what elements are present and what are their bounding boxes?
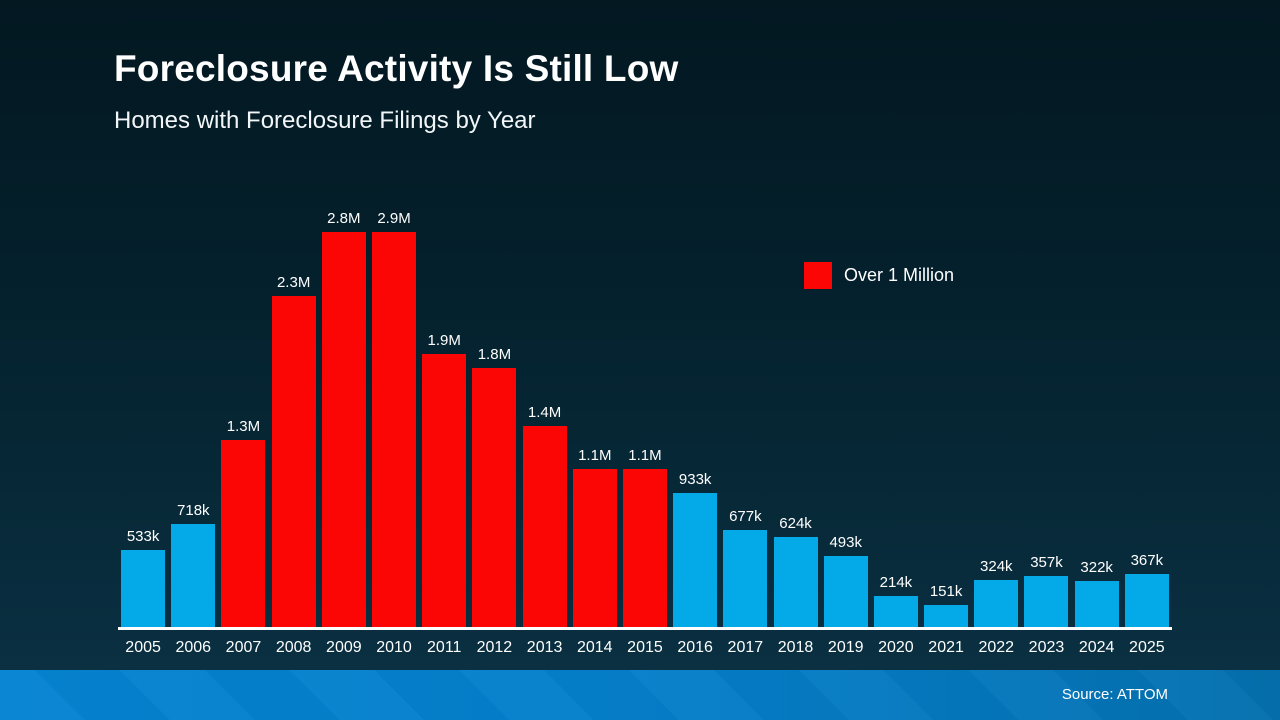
- bar-group-2013: 1.4M: [520, 210, 570, 627]
- bar-value-label-2008: 2.3M: [276, 274, 311, 291]
- bar-value-label-2013: 1.4M: [527, 404, 562, 421]
- bar-2018: [773, 537, 818, 627]
- x-axis-label-2016: 2016: [677, 639, 713, 656]
- bar-value-label-2017: 677k: [729, 508, 762, 525]
- x-axis-label-2019: 2019: [827, 639, 864, 656]
- bar-group-2010: 2.9M: [369, 210, 419, 627]
- x-axis-line: [118, 627, 1172, 630]
- bar-2021: [924, 605, 969, 627]
- x-axis-label-2005: 2005: [125, 639, 161, 656]
- bar-group-2012: 1.8M: [469, 210, 519, 627]
- bar-value-label-2009: 2.8M: [327, 210, 361, 227]
- x-axis-label-2024: 2024: [1078, 639, 1115, 656]
- x-axis-label-2012: 2012: [476, 639, 513, 656]
- bar-value-label-2019: 493k: [829, 534, 862, 551]
- bar-2007: [221, 440, 266, 627]
- bar-group-2009: 2.8M: [319, 210, 369, 627]
- bar-2005: [121, 550, 166, 627]
- x-axis-label-2014: 2014: [576, 639, 613, 656]
- bar-value-label-2016: 933k: [678, 471, 712, 488]
- bar-2022: [974, 580, 1019, 627]
- chart-legend: Over 1 Million: [804, 262, 954, 289]
- bar-2013: [522, 426, 567, 627]
- bar-value-label-2010: 2.9M: [377, 210, 411, 227]
- bar-2020: [873, 596, 918, 627]
- bar-value-label-2006: 718k: [177, 502, 210, 519]
- bar-group-2014: 1.1M: [570, 210, 620, 627]
- bar-value-label-2018: 624k: [779, 515, 812, 532]
- bar-group-2007: 1.3M: [218, 210, 268, 627]
- page-title: Foreclosure Activity Is Still Low: [114, 48, 679, 89]
- bar-group-2015: 1.1M: [620, 210, 670, 627]
- x-axis-label-2025: 2025: [1129, 639, 1165, 656]
- x-axis-label-2010: 2010: [376, 639, 412, 656]
- bar-value-label-2022: 324k: [980, 558, 1013, 575]
- bar-2008: [271, 296, 316, 627]
- bar-value-label-2024: 322k: [1080, 559, 1113, 576]
- x-axis-label-2017: 2017: [727, 639, 764, 656]
- bar-value-label-2021: 151k: [929, 583, 963, 600]
- bar-2024: [1074, 581, 1119, 627]
- x-axis-label-2022: 2022: [978, 639, 1015, 656]
- bar-2023: [1024, 576, 1069, 627]
- bar-2009: [321, 232, 366, 627]
- x-axis-labels-row: 2005 2006 2007 2008 2009 2010 2011 2012 2013 2014…: [118, 630, 1172, 657]
- bar-value-label-2025: 367k: [1130, 552, 1164, 569]
- footer-band: Source: ATTOM: [0, 670, 1280, 720]
- bar-group-2020: 214k: [871, 210, 921, 627]
- bar-value-label-2023: 357k: [1030, 554, 1063, 571]
- bar-group-2023: 357k: [1021, 210, 1071, 627]
- legend-red-swatch: [804, 262, 832, 289]
- bar-group-2025: 367k: [1122, 210, 1172, 627]
- bar-value-label-2014: 1.1M: [578, 447, 612, 464]
- bar-2015: [622, 469, 667, 627]
- bar-group-2011: 1.9M: [419, 210, 469, 627]
- bar-2014: [572, 469, 617, 627]
- x-axis-label-2018: 2018: [777, 639, 814, 656]
- bar-2010: [372, 232, 417, 627]
- bar-group-2022: 324k: [971, 210, 1021, 627]
- x-axis-label-2013: 2013: [526, 639, 563, 656]
- legend-label: Over 1 Million: [844, 265, 955, 285]
- bar-group-2021: 151k: [921, 210, 971, 627]
- bar-group-2018: 624k: [770, 210, 820, 627]
- bar-2019: [823, 556, 868, 627]
- bar-value-label-2020: 214k: [879, 574, 913, 591]
- x-axis-label-2007: 2007: [225, 639, 262, 656]
- bar-group-2006: 718k: [168, 210, 218, 627]
- bar-value-label-2005: 533k: [126, 528, 160, 545]
- x-axis-label-2006: 2006: [175, 639, 212, 656]
- bar-2025: [1124, 574, 1169, 627]
- bar-group-2019: 493k: [821, 210, 871, 627]
- x-axis-label-2011: 2011: [427, 639, 462, 656]
- x-axis-label-2023: 2023: [1028, 639, 1065, 656]
- x-axis-label-2020: 2020: [878, 639, 914, 656]
- bar-2012: [472, 368, 517, 627]
- x-axis-label-2021: 2021: [928, 639, 964, 656]
- bars-row: 533k 718k 1.3M 2.3M 2.8M 2.9M 1.9M 1.8M 1.4M 1.1M…: [118, 210, 1172, 627]
- bar-group-2024: 322k: [1072, 210, 1122, 627]
- bar-group-2017: 677k: [720, 210, 770, 627]
- x-axis-label-2015: 2015: [627, 639, 663, 656]
- bar-2006: [171, 524, 216, 627]
- bar-value-label-2012: 1.8M: [477, 346, 512, 363]
- x-axis-label-2008: 2008: [275, 639, 312, 656]
- source-attribution: Source: ATTOM: [1061, 686, 1168, 703]
- bar-chart: 533k 718k 1.3M 2.3M 2.8M 2.9M 1.9M 1.8M 1.4M 1.1M…: [118, 210, 1172, 657]
- bar-2016: [673, 493, 718, 627]
- bar-value-label-2011: 1.9M: [427, 332, 461, 349]
- bar-group-2008: 2.3M: [269, 210, 319, 627]
- bar-2017: [723, 530, 768, 627]
- bar-value-label-2007: 1.3M: [226, 418, 261, 435]
- page-subtitle: Homes with Foreclosure Filings by Year: [114, 107, 536, 134]
- x-axis-label-2009: 2009: [326, 639, 362, 656]
- bar-group-2005: 533k: [118, 210, 168, 627]
- bar-2011: [422, 354, 467, 627]
- bar-group-2016: 933k: [670, 210, 720, 627]
- bar-value-label-2015: 1.1M: [628, 447, 662, 464]
- chart-header: Foreclosure Activity Is Still Low Homes …: [114, 48, 678, 135]
